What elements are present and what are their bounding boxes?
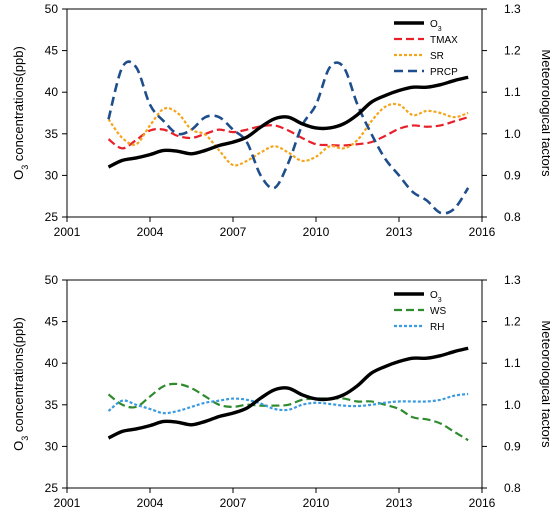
y-tick-label-left: 30	[45, 168, 59, 182]
series-line-sr	[107, 102, 469, 167]
legend-label-sr: SR	[430, 51, 444, 62]
x-tick-label: 2010	[303, 496, 330, 510]
series-line-prcp	[107, 60, 470, 215]
y-tick-label-left: 50	[45, 273, 59, 287]
x-tick-label: 2016	[469, 225, 496, 239]
y-axis-title-right: Meteorological factors	[539, 320, 550, 448]
y-tick-label-right: 1.3	[504, 273, 521, 287]
chart-panel-2: 2001 2004 2007 2010 2013 2016 25 30 35 40 45 50 0.8 0…	[11, 273, 550, 510]
legend-label-rh: RH	[430, 322, 444, 333]
series-line-rh	[107, 392, 469, 415]
legend-label-o3: O3	[430, 290, 442, 304]
x-tick-label: 2016	[469, 496, 496, 510]
x-tick-label: 2001	[54, 225, 81, 239]
y-tick-label-left: 35	[45, 127, 59, 141]
y-tick-label-right: 1.0	[504, 127, 521, 141]
x-tick-label: 2013	[386, 225, 413, 239]
y-tick-label-left: 25	[45, 210, 59, 224]
x-tick-label: 2007	[220, 496, 247, 510]
series-line-o3	[107, 346, 469, 440]
legend-label-prcp: PRCP	[430, 67, 458, 78]
y-tick-label-left: 50	[45, 2, 59, 16]
y-axis-title-left: O3 concentrations(ppb)	[11, 317, 30, 451]
x-tick-label: 2004	[137, 225, 164, 239]
y-axis-title-left: O3 concentrations(ppb)	[11, 46, 30, 180]
series-group	[107, 346, 469, 442]
x-tick-label: 2013	[386, 496, 413, 510]
y-axis-title-right: Meteorological factors	[539, 49, 550, 177]
x-tick-label: 2004	[137, 496, 164, 510]
x-tick-label: 2001	[54, 496, 81, 510]
y-tick-label-right: 1.1	[504, 356, 521, 370]
legend-label-tmax: TMAX	[430, 35, 458, 46]
y-tick-label-right: 1.0	[504, 398, 521, 412]
y-tick-label-left: 35	[45, 398, 59, 412]
y-tick-label-left: 45	[45, 315, 59, 329]
y-tick-label-right: 0.9	[504, 168, 521, 182]
y-tick-label-left: 40	[45, 85, 59, 99]
y-tick-label-right: 0.8	[504, 481, 521, 495]
y-tick-label-left: 40	[45, 356, 59, 370]
y-tick-label-left: 25	[45, 481, 59, 495]
series-group	[107, 60, 470, 215]
plot-frame	[66, 8, 483, 218]
y-tick-label-right: 0.8	[504, 210, 521, 224]
y-tick-label-right: 1.3	[504, 2, 521, 16]
chart-panel-1: 2001 2004 2007 2010 2013 2016 25 30 35 40 45 50 0.8 0…	[11, 2, 550, 239]
y-tick-label-left: 45	[45, 44, 59, 58]
y-tick-label-right: 1.2	[504, 44, 521, 58]
series-line-tmax	[107, 116, 469, 150]
y-tick-label-right: 0.9	[504, 439, 521, 453]
y-tick-label-right: 1.2	[504, 315, 521, 329]
x-tick-label: 2010	[303, 225, 330, 239]
legend-label-o3: O3	[430, 19, 442, 33]
y-tick-label-right: 1.1	[504, 85, 521, 99]
plot-frame	[66, 279, 483, 489]
legend-label-ws: WS	[430, 306, 446, 317]
x-tick-label: 2007	[220, 225, 247, 239]
y-tick-label-left: 30	[45, 439, 59, 453]
series-line-ws	[107, 382, 469, 442]
series-line-o3	[107, 75, 469, 169]
